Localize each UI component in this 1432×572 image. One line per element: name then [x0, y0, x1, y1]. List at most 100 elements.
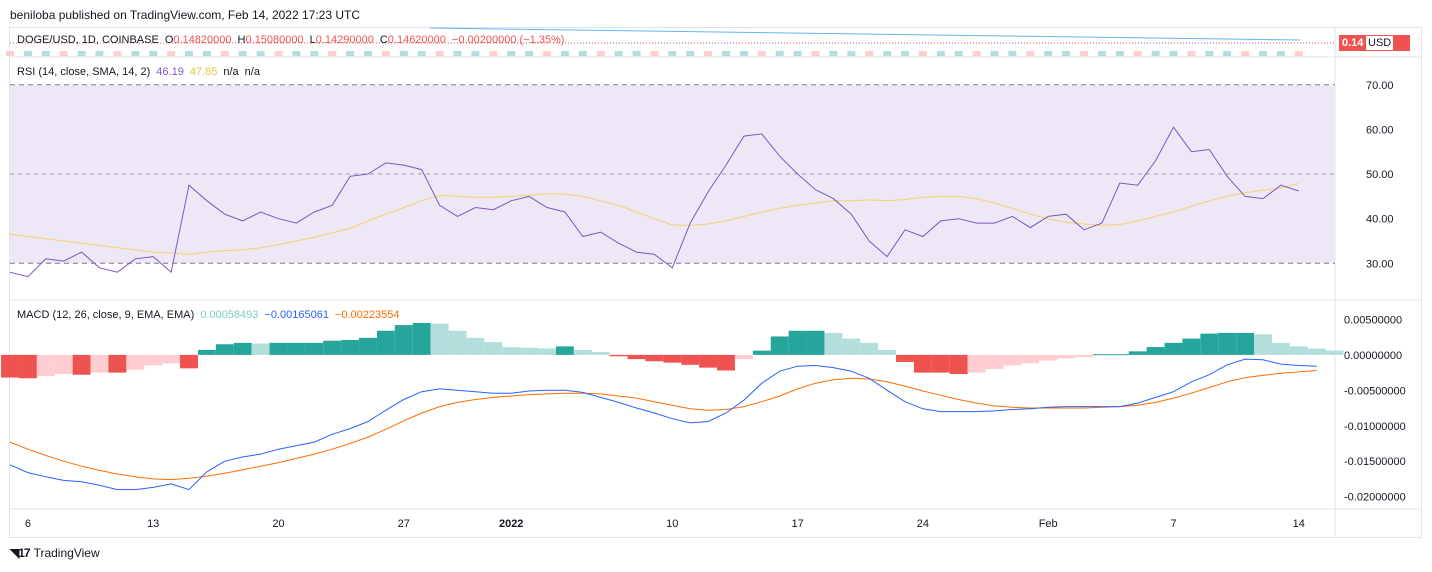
macd-histogram-bar: [287, 342, 306, 355]
macd-histogram-bar: [323, 340, 342, 355]
rsi-na-2: n/a: [244, 66, 260, 78]
volume-bar: [6, 51, 14, 56]
volume-bar: [381, 51, 390, 56]
macd-histogram-bar: [591, 352, 610, 355]
macd-histogram-bar: [520, 347, 539, 355]
volume-bar: [1115, 51, 1124, 56]
macd-histogram-bar: [1021, 354, 1040, 364]
volume-bar: [310, 51, 319, 56]
macd-title[interactable]: MACD (12, 26, close, 9, EMA, EMA): [17, 309, 195, 321]
volume-bar: [1241, 51, 1250, 56]
macd-histogram-bar: [1164, 342, 1183, 355]
time-tick-label: 6: [25, 518, 31, 530]
rsi-tick-label: 40.00: [1366, 214, 1394, 226]
volume-bar: [632, 51, 641, 56]
price-pane[interactable]: [6, 27, 1335, 57]
rsi-tick-label: 50.00: [1366, 169, 1394, 181]
macd-histogram-bar: [985, 354, 1004, 370]
macd-histogram-bar: [1075, 354, 1093, 358]
rsi-title[interactable]: RSI (14, close, SMA, 14, 2): [17, 66, 151, 78]
macd-histogram-bar: [645, 354, 664, 362]
macd-histogram-bar: [448, 330, 467, 355]
macd-histogram-bar: [1039, 354, 1058, 361]
last-price-badge: 0.14 USD: [1339, 35, 1410, 51]
macd-histogram-bar: [1218, 332, 1237, 355]
macd-histogram-bar: [1254, 334, 1272, 355]
time-axis[interactable]: 6 13 20 27 2022 10 17 24 Feb 7 14: [25, 518, 1305, 530]
time-tick-label: 13: [147, 518, 159, 530]
volume-bar: [739, 51, 748, 56]
macd-histogram-bar: [1146, 347, 1165, 355]
rsi-tick-label: 70.00: [1366, 80, 1394, 92]
macd-histogram-bar: [108, 354, 127, 373]
macd-tick-label: -0.00500000: [1344, 385, 1406, 397]
volume-bar: [1026, 51, 1035, 56]
macd-tick-label: -0.02000000: [1344, 492, 1406, 504]
price-legend: DOGE/USD, 1D, COINBASE O0.14820000 H0.1508…: [17, 34, 576, 46]
macd-histogram-bar: [806, 330, 825, 355]
volume-bar: [1223, 51, 1232, 56]
volume-bar: [77, 51, 86, 56]
volume-bar: [23, 51, 32, 56]
low-value: 0.14290000: [315, 34, 374, 46]
volume-bar: [757, 51, 766, 56]
volume-bar: [972, 51, 981, 56]
volume-bar: [1097, 51, 1106, 56]
macd-histogram-bar: [502, 347, 521, 355]
volume-bar: [578, 51, 587, 56]
volume-bar: [722, 51, 730, 56]
volume-bar: [1151, 51, 1160, 56]
volume-bar: [1133, 51, 1142, 56]
macd-tick-label: -0.01000000: [1344, 421, 1406, 433]
volume-bar: [614, 51, 623, 56]
macd-histogram-bar: [376, 330, 395, 355]
volume-bar: [167, 51, 176, 56]
macd-histogram-bar: [1003, 354, 1022, 366]
close-label: C: [379, 34, 388, 46]
volume-bar: [346, 51, 355, 56]
macd-histogram-bar: [734, 354, 753, 360]
macd-histogram-bar: [54, 354, 73, 375]
macd-line-value: −0.00165061: [264, 309, 329, 321]
macd-histogram-bar: [1110, 354, 1129, 356]
volume-bar: [453, 51, 462, 56]
chart-frame[interactable]: [9, 27, 1422, 538]
volume-bar: [1080, 51, 1088, 56]
footer-brand[interactable]: ◥17 TradingView: [10, 546, 100, 560]
macd-histogram-bar: [752, 350, 771, 355]
rsi-legend: RSI (14, close, SMA, 14, 2) 46.19 47.85 n/a…: [17, 66, 266, 78]
macd-histogram-bar: [1307, 348, 1326, 355]
macd-pane[interactable]: 0.00500000 0.00000000 -0.00500000 -0.010000…: [1, 314, 1406, 504]
brand-label: TradingView: [33, 546, 100, 560]
volume-bar: [399, 51, 408, 56]
currency-label[interactable]: USD: [1366, 36, 1394, 50]
macd-histogram-bar: [555, 346, 574, 355]
macd-histogram-bar: [430, 323, 449, 355]
macd-histogram-bar: [341, 339, 360, 355]
volume-bar: [435, 51, 444, 56]
time-tick-label: 14: [1293, 518, 1305, 530]
volume-bar: [417, 51, 426, 56]
time-tick-label: 27: [398, 518, 410, 530]
volume-bar: [954, 51, 963, 56]
macd-histogram-bar: [1289, 346, 1308, 355]
macd-histogram-bar: [824, 332, 843, 355]
open-label: O: [164, 34, 174, 46]
time-tick-label: Feb: [1039, 518, 1058, 530]
rsi-pane[interactable]: 30.00 40.00 50.00 60.00 70.00: [9, 80, 1394, 278]
rsi-ma-line: [9, 183, 1299, 255]
macd-histogram-bar: [162, 354, 181, 364]
symbol-label[interactable]: DOGE/USD, 1D, COINBASE: [17, 34, 159, 46]
macd-histogram-bar: [251, 343, 270, 355]
macd-tick-label: 0.00500000: [1344, 314, 1402, 326]
macd-histogram-bar: [860, 342, 879, 355]
high-label: H: [237, 34, 246, 46]
macd-histogram-bar: [1200, 333, 1219, 355]
macd-histogram-bar: [269, 342, 288, 355]
volume-bar: [704, 51, 713, 56]
volume-bar: [292, 51, 301, 56]
open-value: 0.14820000: [173, 34, 232, 46]
macd-histogram-bar: [126, 354, 145, 370]
macd-histogram-bar: [305, 342, 324, 355]
